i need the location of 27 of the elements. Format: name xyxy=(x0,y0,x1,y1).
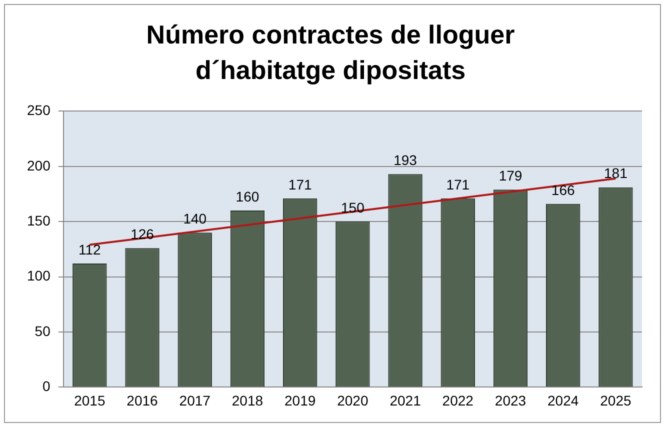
x-tick-label: 2019 xyxy=(284,392,316,408)
y-tick-label: 50 xyxy=(34,322,51,339)
x-tick-label: 2020 xyxy=(337,392,368,408)
y-tick-label: 200 xyxy=(27,157,51,174)
y-tick-label: 100 xyxy=(27,268,51,284)
data-label: 160 xyxy=(236,188,260,204)
x-tick-label: 2023 xyxy=(494,392,526,408)
y-tick-label: 250 xyxy=(27,102,51,118)
y-tick-label: 150 xyxy=(27,212,51,228)
x-tick-label: 2015 xyxy=(74,392,106,408)
data-label: 193 xyxy=(394,152,418,168)
x-tick-label: 2024 xyxy=(548,392,579,408)
data-label: 179 xyxy=(498,167,522,184)
data-label: 112 xyxy=(78,241,102,258)
x-tick-label: 2021 xyxy=(390,392,422,408)
y-tick-label: 0 xyxy=(42,378,51,394)
data-label: 171 xyxy=(288,176,312,192)
x-tick-label: 2018 xyxy=(232,392,264,408)
x-tick-label: 2016 xyxy=(126,392,158,408)
x-tick-label: 2017 xyxy=(179,392,211,408)
data-label: 181 xyxy=(604,165,628,182)
data-label: 166 xyxy=(551,182,575,198)
x-tick-label: 2025 xyxy=(600,392,632,408)
chart-title: Número contractes de lloguer d´habitatge dipositats xyxy=(146,20,515,85)
data-label: 171 xyxy=(446,176,470,192)
x-tick-label: 2022 xyxy=(442,392,474,408)
data-label: 140 xyxy=(183,210,207,226)
